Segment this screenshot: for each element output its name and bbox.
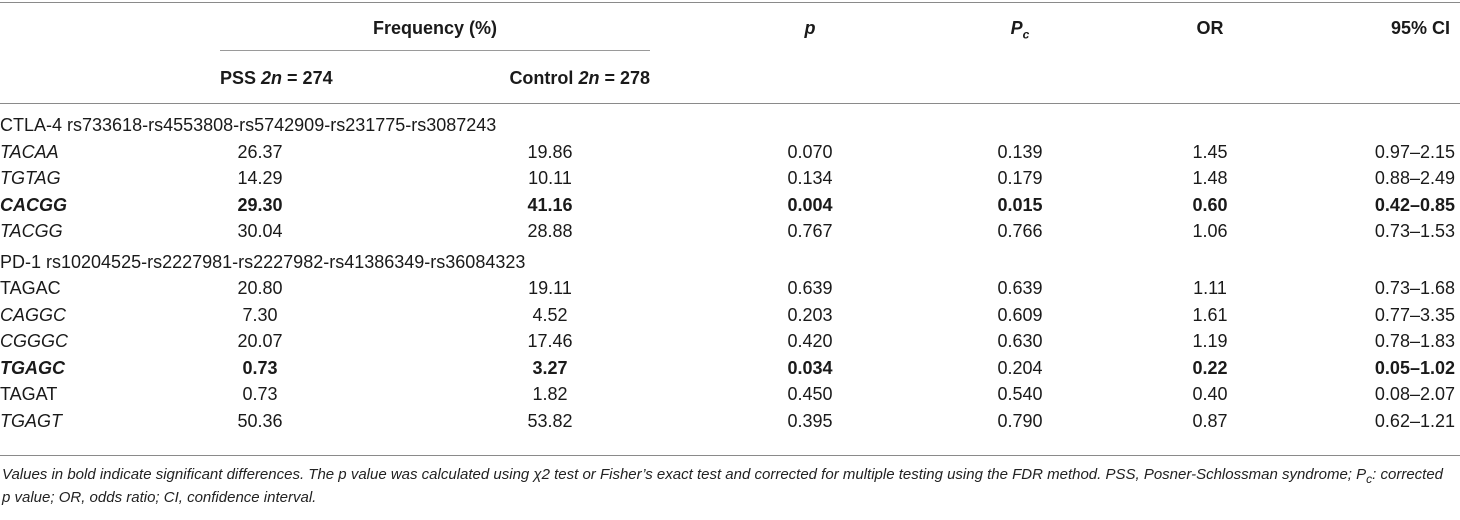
cell-ci: 0.73–1.53	[1374, 221, 1455, 241]
cell-haplotype: TAGAT	[0, 384, 58, 404]
cell-pss: 50.36	[237, 410, 283, 431]
pc-header: Pc	[1010, 18, 1030, 42]
cell-p: 0.767	[787, 221, 833, 241]
cell-pc: 0.630	[997, 331, 1043, 351]
cell-haplotype: CGGGC	[0, 331, 69, 351]
cell-ci: 0.62–1.21	[1374, 410, 1455, 431]
cell-pc: 0.204	[997, 357, 1043, 378]
cell-haplotype: TAGAC	[0, 278, 61, 298]
header-rule	[0, 103, 1460, 104]
cell-pss: 30.04	[237, 221, 283, 241]
cell-pc: 0.790	[997, 410, 1043, 431]
cell-haplotype: TGAGT	[0, 410, 62, 431]
cell-or: 0.40	[1192, 384, 1228, 404]
section-title: PD-1 rs10204525-rs2227981-rs2227982-rs41…	[0, 251, 526, 272]
cell-haplotype: TACAA	[0, 141, 59, 162]
cell-control: 41.16	[527, 194, 573, 215]
cell-control: 17.46	[527, 331, 573, 351]
cell-p: 0.004	[787, 194, 833, 215]
cell-haplotype: CAGGC	[0, 304, 67, 325]
top-rule	[0, 2, 1460, 3]
cell-pc: 0.766	[997, 221, 1043, 241]
cell-pc: 0.139	[997, 141, 1043, 162]
cell-control: 53.82	[527, 410, 573, 431]
cell-haplotype: CACGG	[0, 194, 67, 215]
cell-ci: 0.97–2.15	[1374, 141, 1455, 162]
cell-or: 0.22	[1192, 357, 1228, 378]
cell-control: 3.27	[532, 357, 568, 378]
cell-pss: 26.37	[237, 141, 283, 162]
cell-or: 1.61	[1192, 304, 1228, 325]
cell-control: 1.82	[532, 384, 568, 404]
cell-or: 1.45	[1192, 141, 1228, 162]
table-footnote: Values in bold indicate significant diff…	[2, 466, 1444, 506]
cell-control: 10.11	[528, 168, 572, 188]
cell-or: 1.06	[1192, 221, 1228, 241]
cell-haplotype: TACGG	[0, 221, 63, 241]
cell-control: 19.86	[527, 141, 573, 162]
cell-control: 4.52	[532, 304, 568, 325]
cell-or: 1.11	[1193, 278, 1227, 298]
cell-p: 0.395	[787, 410, 833, 431]
cell-or: 0.60	[1192, 194, 1228, 215]
cell-pss: 0.73	[242, 357, 278, 378]
cell-pc: 0.609	[997, 304, 1043, 325]
cell-control: 28.88	[527, 221, 573, 241]
cell-control: 19.11	[528, 278, 572, 298]
cell-pss: 29.30	[237, 194, 283, 215]
cell-ci: 0.77–3.35	[1374, 304, 1455, 325]
cell-pss: 20.07	[237, 331, 283, 351]
cell-or: 0.87	[1192, 410, 1228, 431]
frequency-underline	[220, 50, 650, 51]
cell-haplotype: TGAGC	[0, 357, 65, 378]
cell-p: 0.134	[787, 168, 833, 188]
cell-p: 0.034	[787, 357, 833, 378]
cell-or: 1.19	[1192, 331, 1228, 351]
cell-pc: 0.639	[997, 278, 1043, 298]
cell-pss: 7.30	[242, 304, 278, 325]
pss-header: PSS 2n = 274	[220, 68, 333, 88]
p-header: p	[804, 18, 816, 38]
cell-pc: 0.015	[997, 194, 1043, 215]
cell-pss: 20.80	[237, 278, 283, 298]
cell-pc: 0.540	[997, 384, 1043, 404]
cell-ci: 0.73–1.68	[1374, 278, 1455, 298]
cell-ci: 0.78–1.83	[1374, 331, 1455, 351]
cell-ci: 0.88–2.49	[1374, 168, 1455, 188]
cell-ci: 0.42–0.85	[1374, 194, 1455, 215]
cell-p: 0.639	[787, 278, 833, 298]
cell-p: 0.450	[787, 384, 833, 404]
cell-ci: 0.08–2.07	[1374, 384, 1455, 404]
frequency-header: Frequency (%)	[372, 18, 498, 38]
cell-p: 0.203	[787, 304, 833, 325]
cell-ci: 0.05–1.02	[1374, 357, 1455, 378]
bottom-rule	[0, 455, 1460, 456]
section-title: CTLA-4 rs733618-rs4553808-rs5742909-rs23…	[0, 115, 497, 135]
cell-p: 0.420	[787, 331, 833, 351]
cell-p: 0.070	[787, 141, 833, 162]
cell-pss: 0.73	[242, 384, 278, 404]
ci-header: 95% CI	[1390, 18, 1450, 38]
cell-haplotype: TGTAG	[0, 168, 61, 188]
cell-pc: 0.179	[997, 168, 1043, 188]
cell-pss: 14.29	[237, 168, 283, 188]
cell-or: 1.48	[1192, 168, 1228, 188]
control-header: Control 2n = 278	[509, 68, 650, 88]
or-header: OR	[1196, 18, 1224, 38]
